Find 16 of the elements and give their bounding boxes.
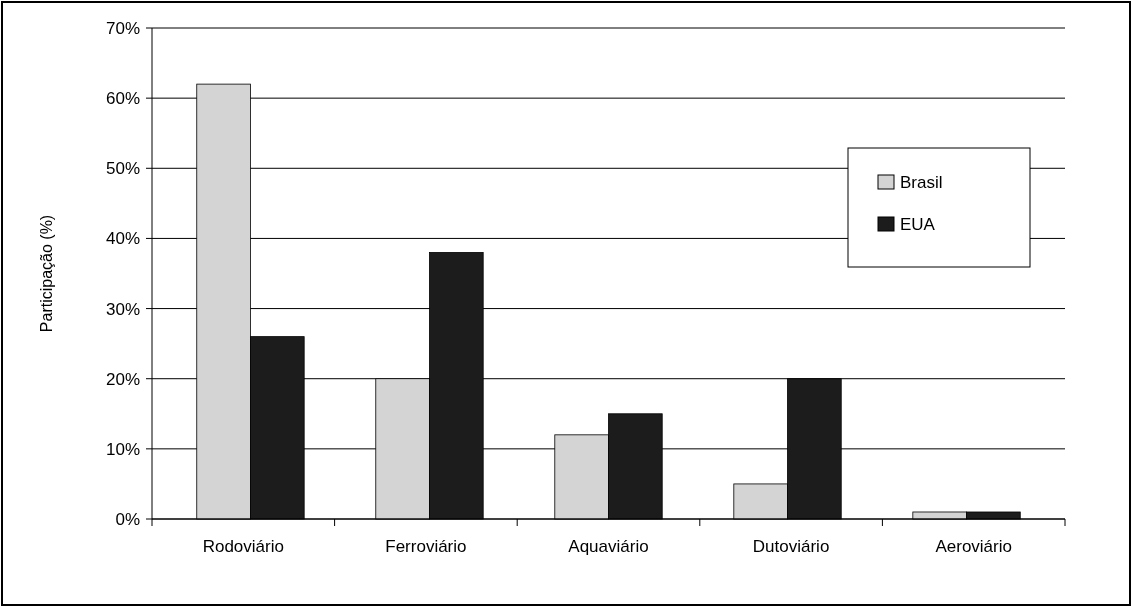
x-tick-label: Dutoviário [752,537,830,556]
y-tick-label: 40% [105,229,140,249]
y-axis-title: Participação (%) [38,214,55,333]
y-tick-label: 20% [105,369,140,389]
y-tick-label: 50% [105,159,140,179]
x-tick-label: Aeroviário [935,537,1012,556]
y-tick-label: 30% [105,299,140,319]
x-tick-label: Rodoviário [202,537,284,556]
y-tick-label: 70% [105,18,140,38]
legend-label: EUA [900,214,936,234]
legend-label: Brasil [900,172,943,192]
y-tick-label: 0% [115,509,140,529]
y-tick-label: 60% [105,89,140,109]
x-tick-label: Ferroviário [385,537,467,556]
x-tick-label: Aquaviário [568,537,649,556]
y-tick-label: 10% [105,439,140,459]
